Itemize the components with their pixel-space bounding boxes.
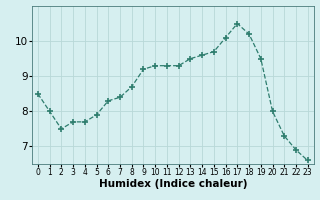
X-axis label: Humidex (Indice chaleur): Humidex (Indice chaleur) [99, 179, 247, 189]
